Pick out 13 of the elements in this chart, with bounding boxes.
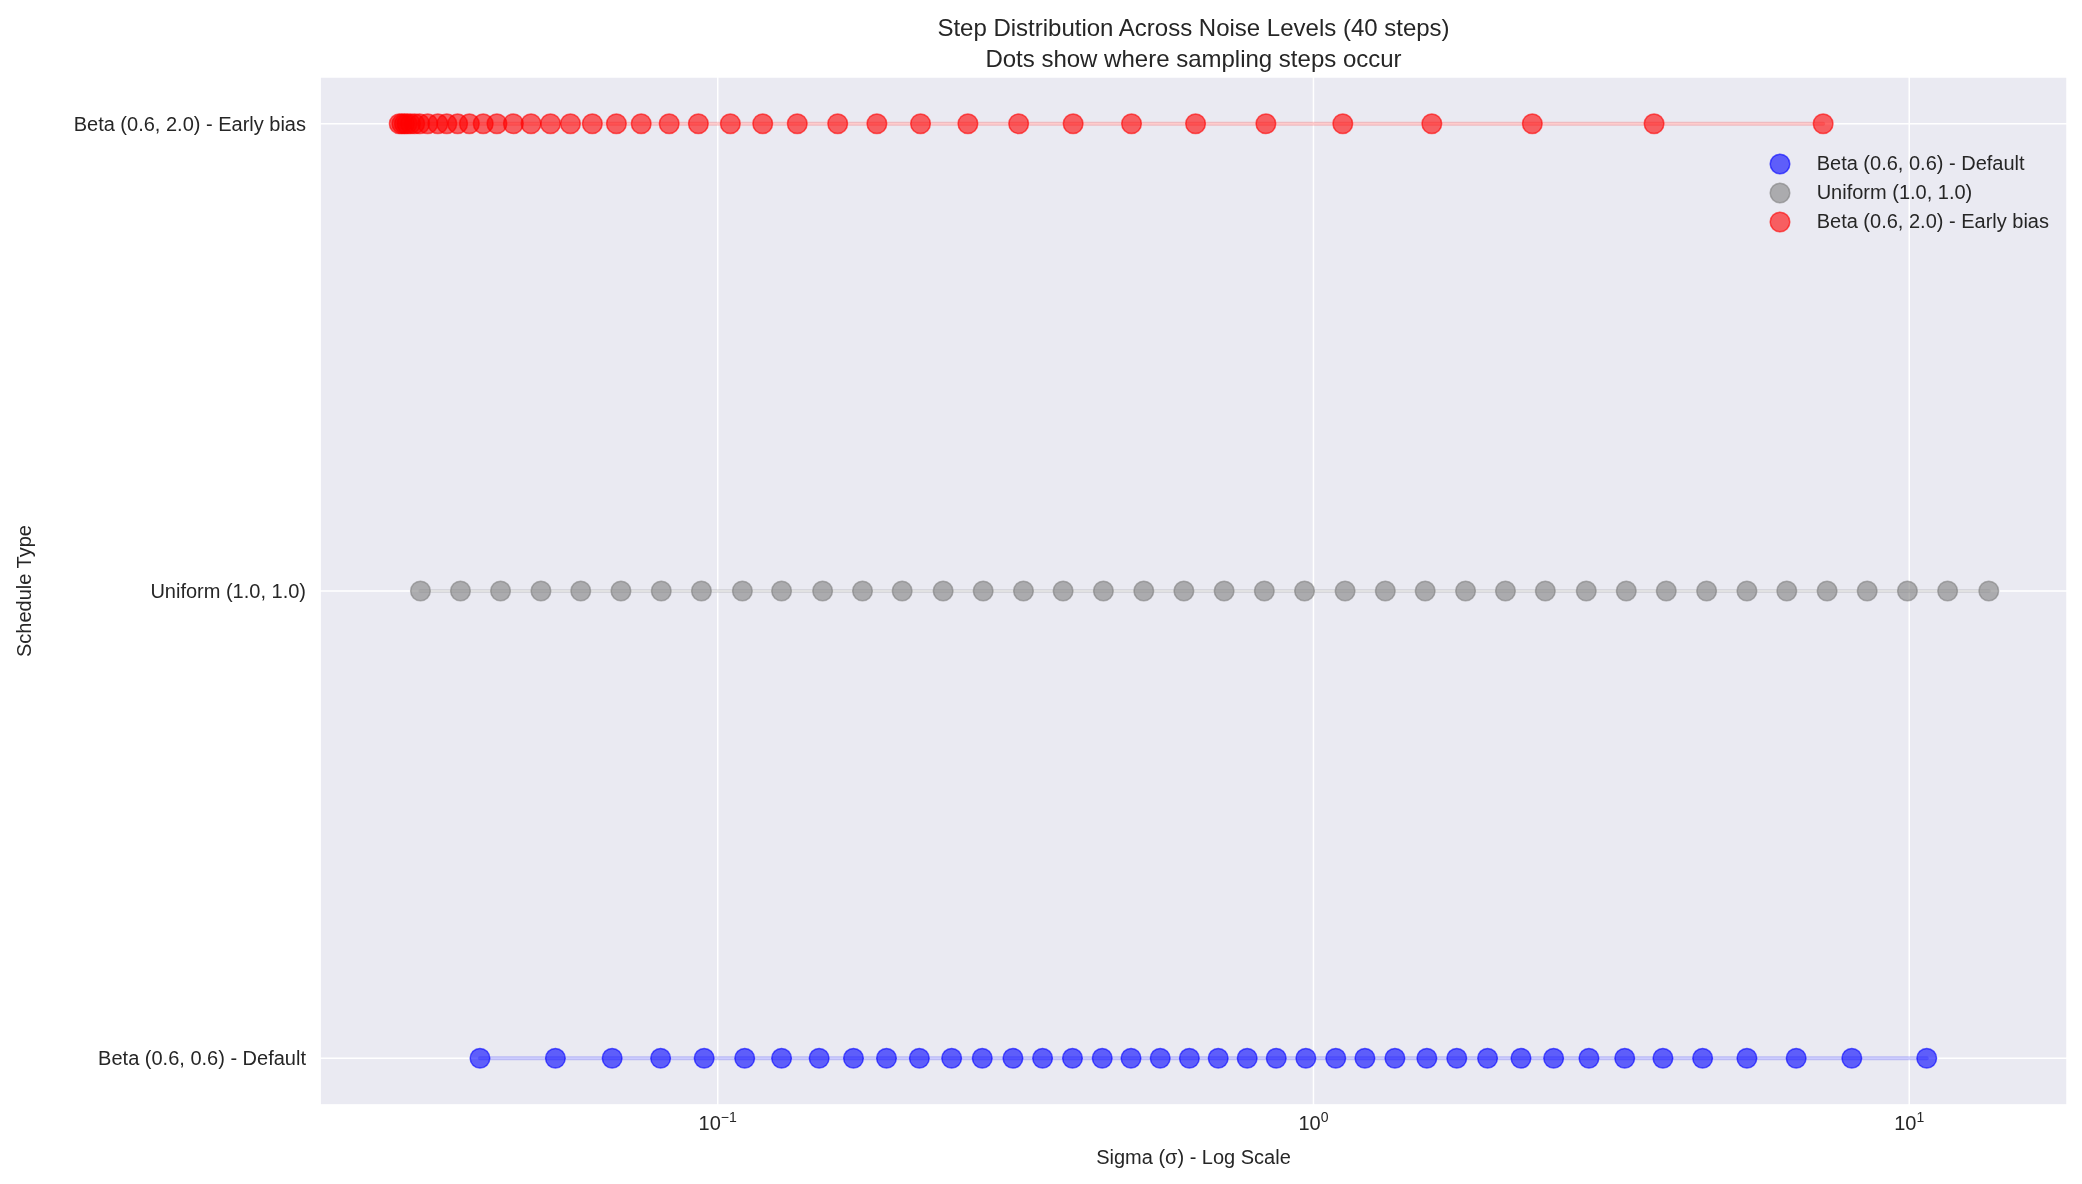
x-axis-title: Sigma (σ) - Log Scale	[1095, 1145, 1292, 1169]
legend-label: Beta (0.6, 0.6) - Default	[1816, 151, 2025, 176]
y-tick-label: Beta (0.6, 2.0) - Early bias	[73, 112, 306, 135]
x-tick-label: 10$^{−1}$	[698, 1109, 738, 1134]
x-tick-label: 10$^{0}$	[1298, 1109, 1329, 1134]
chart-subtitle: Dots show where sampling steps occur	[984, 44, 1403, 74]
legend-label: Beta (0.6, 2.0) - Early bias	[1816, 209, 2049, 234]
chart-title: Step Distribution Across Noise Levels (40 steps)	[936, 13, 1451, 43]
y-tick-label: Beta (0.6, 0.6) - Default	[98, 1047, 307, 1070]
x-tick-label: 10$^{1}$	[1894, 1109, 1925, 1134]
y-axis-title: Schedule Type	[12, 524, 36, 659]
legend-label: Uniform (1.0, 1.0)	[1816, 180, 1973, 205]
y-tick-label: Uniform (1.0, 1.0)	[150, 580, 306, 603]
